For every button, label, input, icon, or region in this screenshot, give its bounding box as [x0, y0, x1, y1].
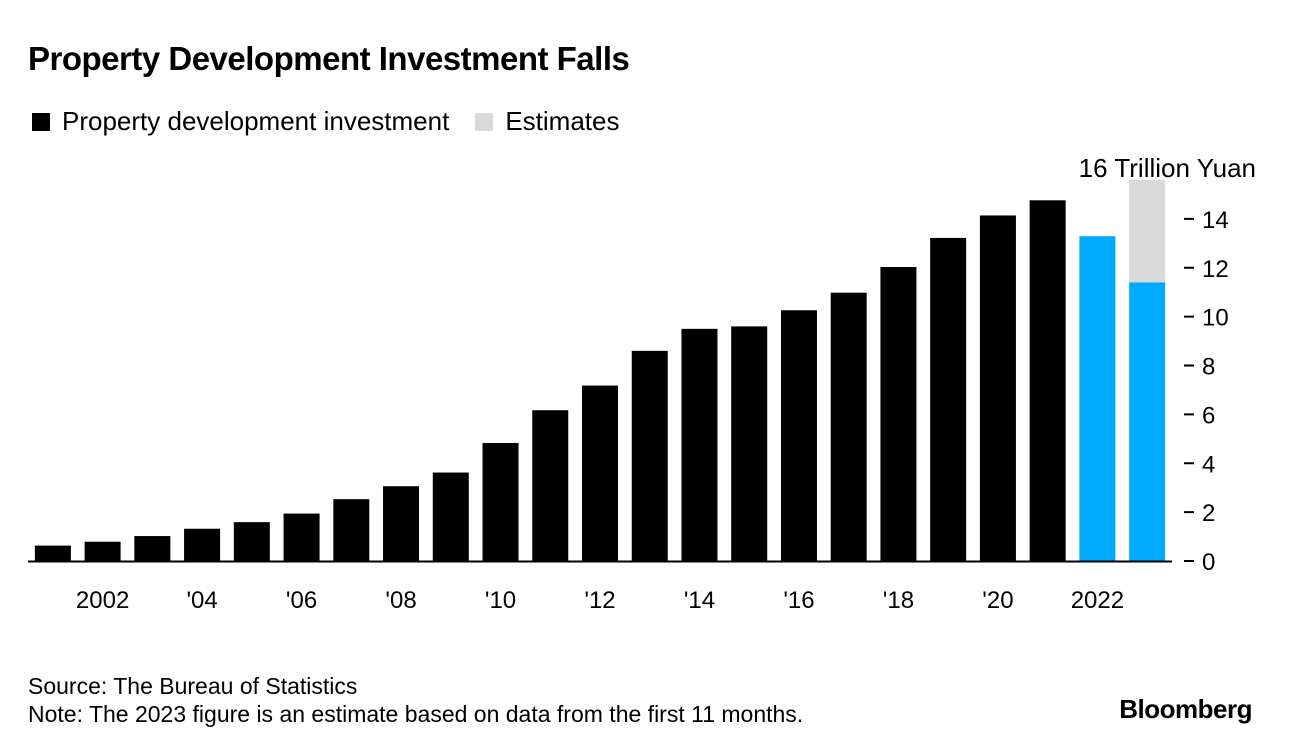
bar-2016: [780, 310, 817, 561]
y-tick-label: 0: [1202, 549, 1215, 576]
y-tick-label: 2: [1202, 500, 1215, 527]
bar-2001: [34, 545, 71, 561]
y-axis: 0 2 4 6 8 10 12 14: [1184, 207, 1229, 576]
bar-2022: [1079, 236, 1116, 561]
note-text: Note: The 2023 figure is an estimate bas…: [28, 701, 804, 727]
legend: Property development investment Estimate…: [32, 106, 645, 137]
bar-2014: [681, 328, 718, 561]
bar-2011: [532, 410, 569, 561]
x-tick-label: '10: [485, 587, 516, 614]
bar-2015: [731, 326, 768, 561]
legend-label-investment: Property development investment: [62, 106, 450, 136]
bar-2006: [283, 513, 320, 561]
legend-label-estimates: Estimates: [505, 106, 620, 136]
bar-estimate-2023: [1129, 179, 1166, 283]
bar-chart: 0 2 4 6 8 10 12 14 2002 '04 '06 '08 '10 '12 '14 '16 '18…: [28, 153, 1256, 614]
x-axis: 2002 '04 '06 '08 '10 '12 '14 '16 '18 '20 2022: [28, 560, 1172, 614]
x-tick-label: '08: [385, 587, 416, 614]
bar-2003: [134, 536, 171, 561]
bar-2007: [333, 499, 370, 561]
bar-2019: [930, 237, 967, 561]
bar-2005: [233, 522, 270, 561]
bar-2012: [582, 385, 618, 561]
bar-2013: [631, 350, 668, 561]
y-tick-label: 8: [1202, 354, 1215, 381]
y-tick-label: 14: [1202, 207, 1229, 234]
x-tick-label: 2022: [1071, 587, 1124, 614]
x-tick-label: '18: [883, 587, 914, 614]
y-tick-label: 12: [1202, 256, 1229, 283]
bar-2021: [1029, 200, 1066, 562]
legend-item-estimates: Estimates: [475, 106, 619, 137]
x-tick-label: '14: [684, 587, 715, 614]
y-tick-label: 10: [1202, 305, 1229, 332]
bar-2002: [84, 541, 121, 561]
x-tick-label: '16: [783, 587, 814, 614]
bar-2020: [979, 215, 1016, 562]
bloomberg-logo: Bloomberg: [1119, 694, 1252, 724]
bar-2008: [383, 486, 420, 561]
legend-swatch-investment: [32, 112, 50, 131]
x-tick-label: '12: [584, 587, 615, 614]
legend-item-investment: Property development investment: [32, 106, 449, 137]
y-axis-unit-label: 16 Trillion Yuan: [1079, 153, 1256, 183]
bar-2023: [1129, 282, 1166, 561]
chart-title: Property Development Investment Falls: [28, 40, 630, 77]
y-tick-label: 6: [1202, 402, 1215, 429]
bar-2017: [830, 292, 867, 561]
x-tick-label: '04: [186, 587, 217, 614]
bar-2018: [880, 267, 917, 561]
x-tick-label: 2002: [76, 587, 129, 614]
legend-swatch-estimates: [475, 112, 494, 131]
x-tick-label: '06: [286, 587, 317, 614]
source-text: Source: The Bureau of Statistics: [28, 673, 358, 699]
footer-notes: Source: The Bureau of Statistics Note: T…: [28, 672, 803, 728]
bars-group: [34, 179, 1166, 562]
x-tick-label: '20: [982, 587, 1013, 614]
bar-2009: [432, 472, 469, 561]
y-tick-label: 4: [1202, 451, 1215, 478]
bar-2004: [184, 528, 221, 561]
bar-2010: [482, 442, 519, 561]
